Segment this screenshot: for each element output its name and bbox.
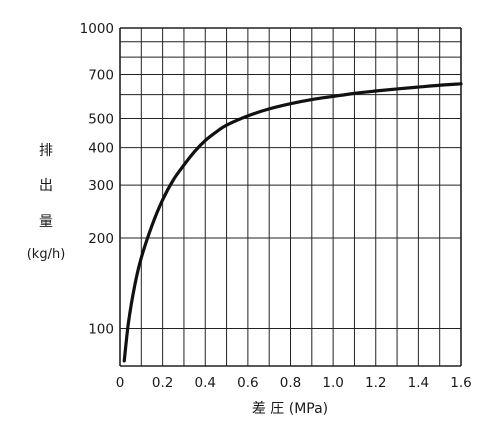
series-line [122,82,463,363]
y-tick-label: 1000 [80,21,114,37]
x-tick-label: 1.2 [365,375,386,391]
x-tick-label: 0.8 [280,375,301,391]
series-layer [122,82,463,363]
x-tick-label: 0 [116,375,125,391]
y-axis-label: 排出量 (kg/h) [27,143,66,262]
y-axis-unit: (kg/h) [27,247,66,262]
x-tick-label: 0.4 [195,375,216,391]
y-tick-label: 200 [88,231,114,247]
y-tick-label: 300 [88,178,114,194]
y-axis-label-char: 量 [39,214,53,230]
x-tick-label: 1.6 [450,375,471,391]
y-tick-label: 500 [88,111,114,127]
x-tick-label: 1.4 [408,375,429,391]
y-tick-label: 400 [88,141,114,157]
y-axis-label-char: 出 [39,178,53,194]
y-tick-label: 700 [88,68,114,84]
x-tick-label: 1.0 [322,375,343,391]
x-tick-labels: 0 0.2 0.4 0.6 0.8 1.0 1.2 1.4 1.6 [116,375,472,391]
y-tick-label: 100 [88,321,114,337]
y-axis-label-char: 排 [39,143,53,159]
x-tick-label: 0.2 [152,375,173,391]
x-axis-label: 差 圧 (MPa) [252,401,328,417]
grid [119,27,462,367]
y-tick-labels: 100 200 300 400 500 700 1000 [80,21,114,337]
x-tick-label: 0.6 [237,375,258,391]
